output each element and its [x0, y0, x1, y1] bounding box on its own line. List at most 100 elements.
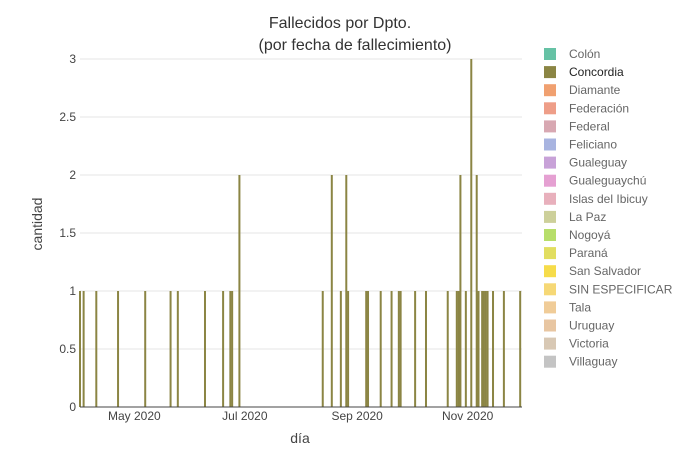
legend-item[interactable]: Federal: [544, 119, 610, 133]
x-axis-title: día: [290, 430, 310, 446]
legend-item[interactable]: Nogoyá: [544, 228, 611, 242]
legend-item[interactable]: Villaguay: [544, 355, 617, 369]
bar[interactable]: [238, 175, 240, 407]
legend-label: Federación: [569, 101, 629, 115]
legend-item[interactable]: San Salvador: [544, 264, 641, 278]
legend-item[interactable]: Colón: [544, 47, 600, 61]
bar[interactable]: [478, 291, 480, 407]
bar[interactable]: [447, 291, 449, 407]
bar[interactable]: [322, 291, 324, 407]
y-gridlines: [80, 59, 522, 349]
bar[interactable]: [458, 291, 460, 407]
bar[interactable]: [503, 291, 505, 407]
legend-item[interactable]: Concordia: [544, 65, 624, 79]
legend-label: La Paz: [569, 210, 606, 224]
legend-item[interactable]: Federación: [544, 101, 629, 115]
legend-swatch: [544, 265, 556, 277]
bar[interactable]: [483, 291, 485, 407]
x-tick-label: Sep 2020: [331, 409, 383, 423]
legend-item[interactable]: Diamante: [544, 83, 621, 97]
legend-swatch: [544, 338, 556, 350]
legend-swatch: [544, 102, 556, 114]
legend-label: Diamante: [569, 83, 621, 97]
legend-item[interactable]: Uruguay: [544, 319, 614, 333]
bar[interactable]: [456, 291, 458, 407]
bar[interactable]: [79, 291, 81, 407]
bar[interactable]: [345, 175, 347, 407]
legend-item[interactable]: Gualeguay: [544, 156, 627, 170]
bar[interactable]: [459, 175, 461, 407]
bar[interactable]: [519, 291, 521, 407]
bar[interactable]: [144, 291, 146, 407]
legend-swatch: [544, 193, 556, 205]
legend-item[interactable]: SIN ESPECIFICAR: [544, 282, 673, 296]
bar[interactable]: [398, 291, 400, 407]
legend-swatch: [544, 356, 556, 368]
bar[interactable]: [465, 291, 467, 407]
bar[interactable]: [83, 291, 85, 407]
x-tick-label: Nov 2020: [442, 409, 494, 423]
legend-swatch: [544, 66, 556, 78]
bar[interactable]: [231, 291, 233, 407]
legend-swatch: [544, 320, 556, 332]
legend-item[interactable]: Tala: [544, 300, 591, 314]
chart-title-line-1: Fallecidos por Dpto.: [269, 15, 411, 32]
legend-swatch: [544, 211, 556, 223]
legend-swatch: [544, 120, 556, 132]
legend-label: Federal: [569, 119, 610, 133]
bar[interactable]: [487, 291, 489, 407]
legend-label: Gualeguaychú: [569, 174, 646, 188]
bar[interactable]: [170, 291, 172, 407]
bar[interactable]: [470, 59, 472, 407]
legend-label: Gualeguay: [569, 156, 627, 170]
legend-swatch: [544, 301, 556, 313]
legend-item[interactable]: Gualeguaychú: [544, 174, 646, 188]
legend-swatch: [544, 247, 556, 259]
bar[interactable]: [492, 291, 494, 407]
legend: Colón Concordia Diamante Federación Federal F…: [544, 47, 673, 369]
y-tick-label: 0: [69, 400, 76, 414]
y-tick-label: 2.5: [59, 110, 76, 124]
bar[interactable]: [414, 291, 416, 407]
bar[interactable]: [391, 291, 393, 407]
bar[interactable]: [476, 175, 478, 407]
bar[interactable]: [347, 291, 349, 407]
x-tick-labels: May 2020 Jul 2020 Sep 2020 Nov 2020: [108, 409, 494, 423]
y-tick-label: 0.5: [59, 342, 76, 356]
bar[interactable]: [229, 291, 231, 407]
y-tick-label: 1.5: [59, 226, 76, 240]
legend-label: SIN ESPECIFICAR: [569, 282, 673, 296]
legend-swatch: [544, 157, 556, 169]
legend-label: Tala: [569, 300, 591, 314]
x-tick-label: May 2020: [108, 409, 161, 423]
bar[interactable]: [222, 291, 224, 407]
bar[interactable]: [425, 291, 427, 407]
bar[interactable]: [117, 291, 119, 407]
bar[interactable]: [481, 291, 483, 407]
legend-item[interactable]: Victoria: [544, 337, 609, 351]
bar[interactable]: [340, 291, 342, 407]
legend-item[interactable]: Paraná: [544, 246, 608, 260]
legend-swatch: [544, 139, 556, 151]
chart-title-line-2: (por fecha de fallecimiento): [259, 37, 452, 54]
legend-label: Paraná: [569, 246, 608, 260]
legend-swatch: [544, 48, 556, 60]
legend-label: Colón: [569, 47, 600, 61]
legend-label: Victoria: [569, 337, 609, 351]
bar[interactable]: [400, 291, 402, 407]
bar[interactable]: [365, 291, 367, 407]
legend-swatch: [544, 283, 556, 295]
bar[interactable]: [331, 175, 333, 407]
legend-item[interactable]: Feliciano: [544, 138, 617, 152]
y-axis-title: cantidad: [29, 198, 45, 251]
legend-item[interactable]: Islas del Ibicuy: [544, 192, 648, 206]
bar[interactable]: [380, 291, 382, 407]
legend-item[interactable]: La Paz: [544, 210, 606, 224]
bar[interactable]: [485, 291, 487, 407]
legend-label: Concordia: [569, 65, 624, 79]
legend-label: Uruguay: [569, 319, 614, 333]
bar[interactable]: [367, 291, 369, 407]
bar[interactable]: [95, 291, 97, 407]
bar[interactable]: [204, 291, 206, 407]
bar[interactable]: [177, 291, 179, 407]
